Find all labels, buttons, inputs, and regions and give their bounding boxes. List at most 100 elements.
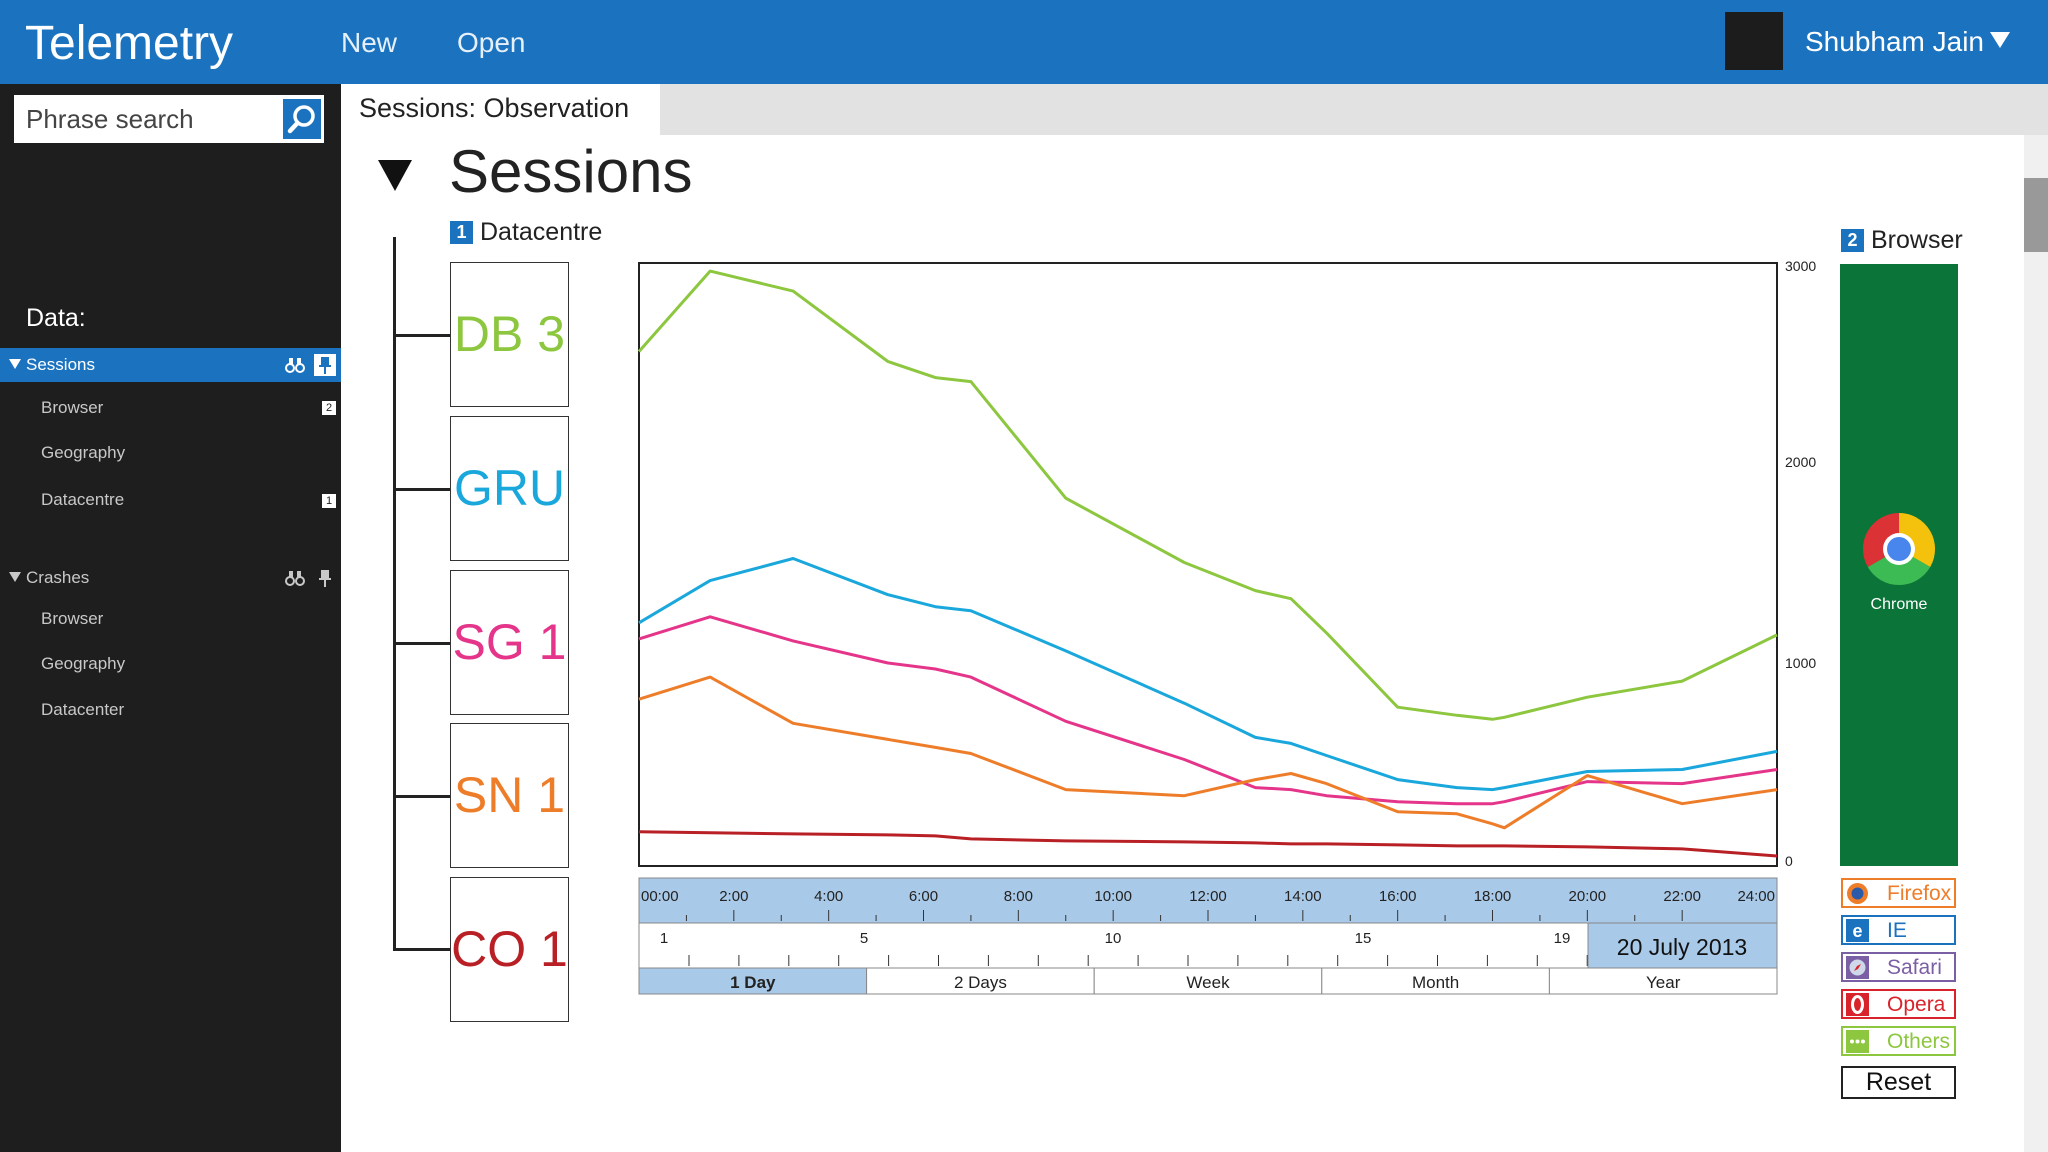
- x-tick-label: 20:00: [1569, 888, 1607, 905]
- datacentre-name: CO 1: [451, 921, 568, 977]
- pin-icon[interactable]: [314, 567, 336, 589]
- sidebar-item-datacenter[interactable]: Datacenter: [41, 700, 125, 719]
- range-button[interactable]: [1321, 967, 1550, 995]
- sidebar-item-geography[interactable]: Geography: [41, 654, 126, 673]
- selected-date-box: [1587, 922, 1778, 969]
- sidebar-item-browser[interactable]: Browser: [41, 398, 104, 417]
- more-icon: [1846, 1030, 1869, 1053]
- sidebar-group-sessions[interactable]: Sessions: [0, 348, 341, 382]
- browser-others-button[interactable]: Others: [1841, 1026, 1956, 1056]
- range-button[interactable]: [638, 967, 868, 995]
- sidebar-badge: 2: [322, 401, 336, 415]
- x-tick-label: 18:00: [1474, 888, 1512, 905]
- datacentre-co1[interactable]: CO 1: [450, 877, 569, 1022]
- filter-binoculars-icon[interactable]: [285, 356, 305, 374]
- search-input[interactable]: [14, 95, 276, 143]
- series-line-gru: [638, 557, 1778, 792]
- sidebar-badge: 1: [322, 494, 336, 508]
- sidebar-item-datacentre[interactable]: Datacentre: [41, 490, 125, 509]
- svg-text:e: e: [1852, 921, 1862, 941]
- user-menu-caret-icon[interactable]: [1990, 32, 2010, 48]
- browser-opera-button[interactable]: Opera: [1841, 989, 1956, 1019]
- reset-button[interactable]: Reset: [1841, 1066, 1956, 1099]
- browser-label: Browser: [1871, 226, 1963, 254]
- step-badge: 2: [1841, 229, 1864, 252]
- x-tick-label: 2:00: [719, 888, 748, 905]
- day-tick-label: 15: [1355, 930, 1372, 947]
- opera-icon: [1846, 993, 1869, 1016]
- y-tick-label: 1000: [1785, 655, 1816, 671]
- range-label: Week: [1186, 973, 1230, 992]
- pin-icon[interactable]: [314, 354, 336, 376]
- range-button[interactable]: [866, 967, 1095, 995]
- y-tick-label: 0: [1785, 853, 1793, 869]
- avatar[interactable]: [1725, 12, 1783, 70]
- safari-icon: [1846, 956, 1869, 979]
- chrome-label: Chrome: [1870, 596, 1928, 613]
- range-label: Year: [1646, 973, 1681, 992]
- collapse-triangle-icon[interactable]: [378, 160, 412, 191]
- scrollbar-thumb[interactable]: [2024, 178, 2048, 252]
- browser-firefox-button[interactable]: Firefox: [1841, 878, 1956, 908]
- user-name[interactable]: Shubham Jain: [1805, 26, 1985, 57]
- nav-new[interactable]: New: [341, 27, 398, 58]
- datacentre-gru[interactable]: GRU: [450, 416, 569, 561]
- datacentre-sn1[interactable]: SN 1: [450, 723, 569, 868]
- sidebar-item-browser[interactable]: Browser: [41, 609, 104, 628]
- x-tick-label: 16:00: [1379, 888, 1417, 905]
- y-tick-label: 3000: [1785, 258, 1816, 274]
- range-label: 1 Day: [730, 973, 776, 992]
- sidebar-group-label: Sessions: [26, 355, 95, 374]
- browser-label: Firefox: [1887, 882, 1952, 905]
- datacentre-db3[interactable]: DB 3: [450, 262, 569, 407]
- plot-area: [638, 262, 1778, 867]
- tree-branch: [393, 488, 450, 491]
- nav-open[interactable]: Open: [457, 27, 526, 58]
- filter-binoculars-icon[interactable]: [285, 569, 305, 587]
- sidebar-item-geography[interactable]: Geography: [41, 443, 126, 462]
- range-button[interactable]: [1548, 967, 1778, 995]
- browser-chrome-panel[interactable]: [1840, 264, 1958, 866]
- x-tick-label: 00:00: [641, 888, 679, 905]
- tab-sessions-observation[interactable]: [341, 84, 660, 135]
- day-tick-label: 1: [660, 930, 668, 947]
- expand-triangle-icon[interactable]: [9, 359, 21, 369]
- x-tick-label: 22:00: [1663, 888, 1701, 905]
- datacentre-label: Datacentre: [480, 218, 603, 246]
- tree-connector: [393, 237, 396, 951]
- day-tick-label: 19: [1554, 930, 1571, 947]
- datacentre-name: SN 1: [453, 767, 566, 823]
- datacentre-name: DB 3: [453, 306, 566, 362]
- series-line-db3: [637, 269, 1778, 721]
- range-label: Month: [1412, 973, 1459, 992]
- section-title: Sessions: [449, 138, 693, 205]
- step-badge: 1: [450, 221, 473, 244]
- x-tick-label: 10:00: [1094, 888, 1132, 905]
- y-tick-label: 2000: [1785, 454, 1816, 470]
- scrollbar[interactable]: [2024, 135, 2048, 1152]
- series-line-sn1: [638, 675, 1778, 830]
- search-button[interactable]: [283, 99, 321, 139]
- sidebar-group-crashes[interactable]: Crashes: [0, 561, 341, 595]
- tree-branch: [393, 334, 450, 337]
- ie-icon: e: [1846, 919, 1869, 942]
- browser-ie-button[interactable]: e IE: [1841, 915, 1956, 945]
- tree-branch: [393, 642, 450, 645]
- browser-safari-button[interactable]: Safari: [1841, 952, 1956, 982]
- day-tick-label: 5: [860, 930, 868, 947]
- expand-triangle-icon[interactable]: [9, 572, 21, 582]
- browser-label: Others: [1887, 1030, 1951, 1053]
- datacentre-name: SG 1: [452, 614, 567, 670]
- tab-label: Sessions: Observation: [359, 93, 630, 123]
- datacentre-name: GRU: [453, 460, 566, 516]
- datacentre-sg1[interactable]: SG 1: [450, 570, 569, 715]
- range-button[interactable]: [1093, 967, 1323, 995]
- firefox-icon: [1847, 883, 1868, 904]
- range-label: 2 Days: [954, 973, 1007, 992]
- browser-label: Safari: [1887, 956, 1942, 979]
- x-tick-label: 4:00: [814, 888, 843, 905]
- search-icon: [287, 105, 315, 134]
- top-bar: [0, 0, 2048, 84]
- tree-branch: [393, 948, 450, 951]
